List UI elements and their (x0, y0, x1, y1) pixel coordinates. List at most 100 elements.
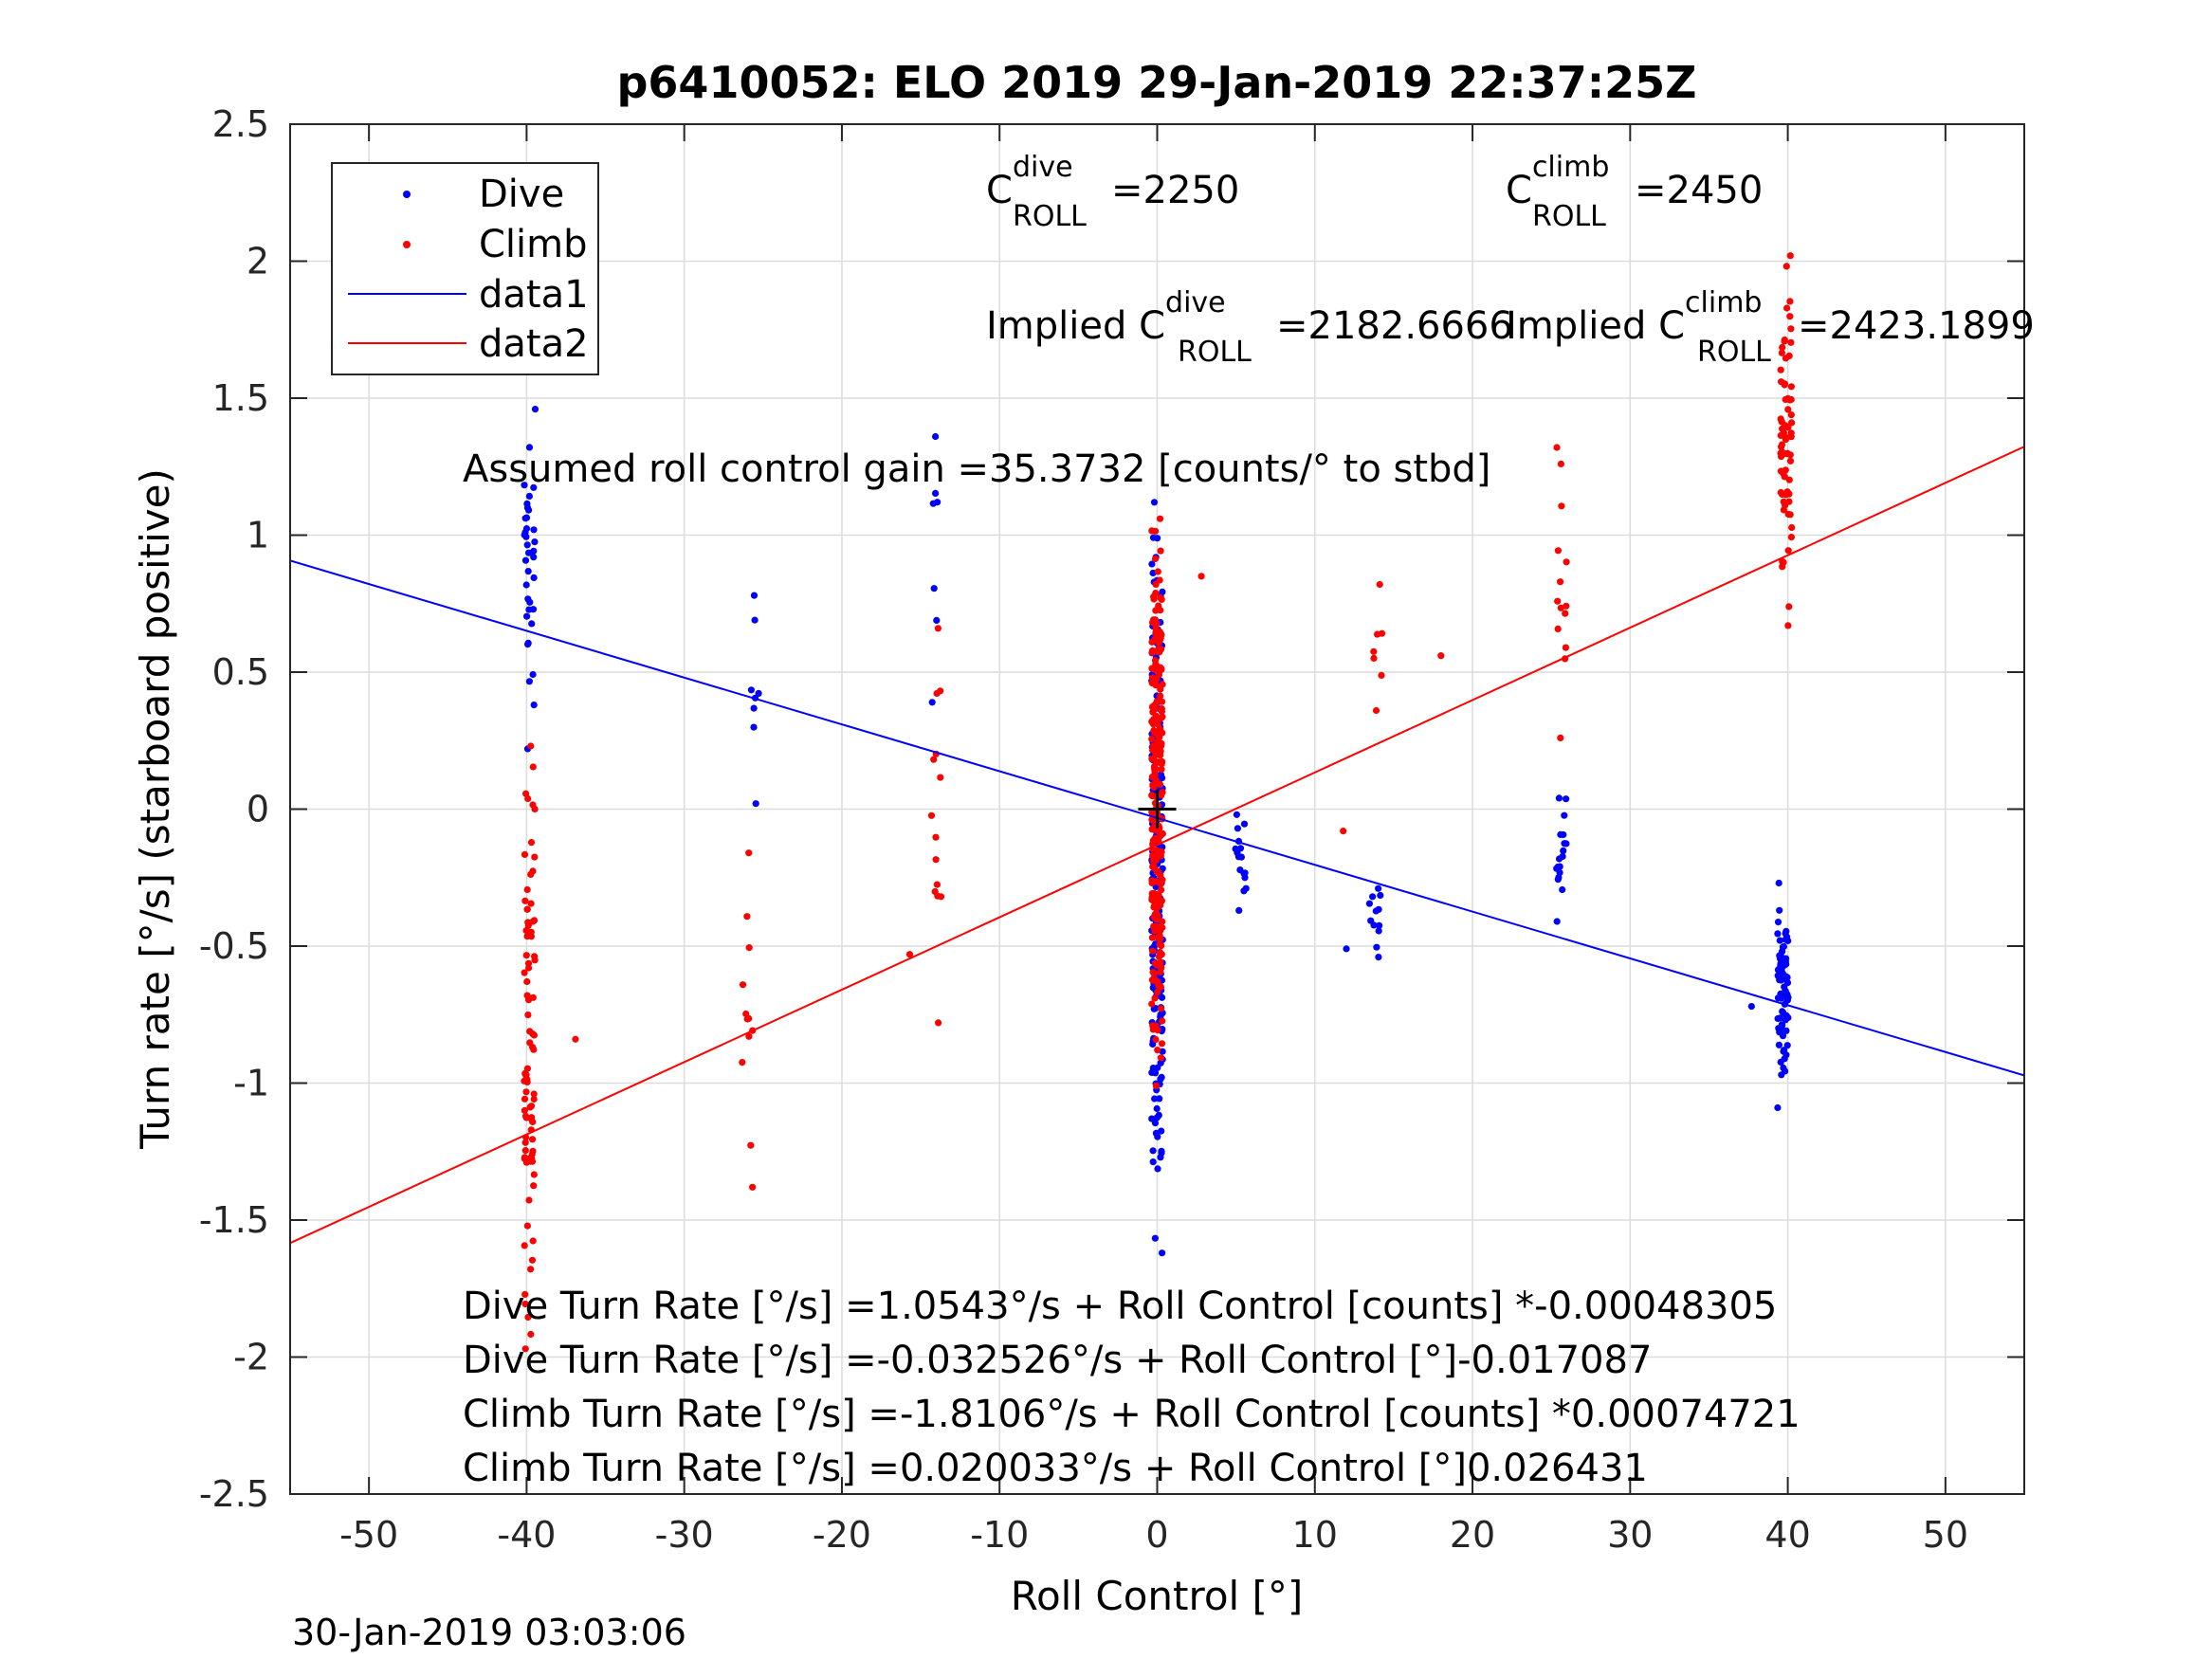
dive-point (1555, 794, 1563, 802)
dive-counts-equation: Dive Turn Rate [°/s] =1.0543°/s + Roll C… (463, 1285, 1777, 1328)
climb-point (1787, 338, 1795, 346)
dive-point (525, 492, 534, 501)
c-dive-base: C (986, 169, 1013, 212)
y-tick-label: -1 (233, 1063, 269, 1104)
dive-point (1373, 943, 1380, 951)
climb-point (1158, 766, 1165, 774)
climb-point (1158, 964, 1165, 972)
climb-point (933, 881, 941, 888)
climb-point (1154, 900, 1161, 908)
climb-point (1557, 604, 1564, 611)
dive-point (1151, 1069, 1160, 1077)
y-tick-label: 1.5 (212, 377, 269, 419)
implied-dive-value: =2182.6666 (1276, 304, 1513, 348)
x-tick-label: 30 (1607, 1514, 1653, 1556)
climb-point (1155, 733, 1162, 740)
climb-point (1152, 527, 1160, 535)
dive-point (930, 585, 938, 592)
climb-point (1152, 909, 1161, 917)
implied-dive-sup: dive (1165, 286, 1226, 319)
annotations: Cdive ROLL =2250 Cclimb ROLL =2450 Implied C… (463, 151, 2035, 1490)
implied-climb-sub: ROLL (1697, 336, 1771, 369)
climb-point (521, 1154, 529, 1161)
climb-point (1158, 714, 1165, 721)
climb-point (1782, 355, 1790, 362)
implied-dive-prefix: Implied C (986, 304, 1165, 348)
climb-point (934, 892, 941, 900)
climb-point (523, 1078, 531, 1085)
climb-point (1787, 429, 1795, 437)
dive-point (522, 514, 531, 521)
dive-point (1375, 884, 1382, 892)
dive-point (1776, 906, 1783, 914)
dive-point (1149, 1147, 1157, 1155)
climb-point (745, 849, 753, 857)
climb-counts-equation: Climb Turn Rate [°/s] =-1.8106°/s + Roll… (463, 1393, 1801, 1436)
dive-point (1774, 919, 1782, 926)
climb-point (530, 1171, 538, 1178)
climb-point (1150, 783, 1158, 792)
dive-point (1375, 927, 1382, 935)
climb-point (1786, 252, 1794, 260)
climb-point (1151, 555, 1160, 563)
dive-point (1153, 1104, 1161, 1113)
dive-point (1151, 1095, 1159, 1103)
climb-point (1152, 624, 1160, 631)
climb-point (1156, 629, 1163, 637)
climb-point (521, 1139, 529, 1146)
dive-point (531, 406, 539, 413)
climb-point (1158, 698, 1166, 705)
c-climb-value: =2450 (1635, 169, 1763, 212)
climb-point (1151, 836, 1159, 844)
dive-point (1781, 1055, 1788, 1063)
climb-point (1149, 742, 1157, 750)
dive-point (1774, 930, 1782, 938)
climb-point (1154, 989, 1161, 996)
dive-point (1377, 891, 1384, 900)
climb-point (1159, 918, 1166, 925)
dive-point (752, 800, 759, 808)
climb-point (1155, 848, 1162, 856)
dive-point (1781, 983, 1788, 991)
climb-point (930, 756, 938, 763)
climb-point (1151, 678, 1159, 685)
climb-point (1157, 547, 1164, 555)
climb-point (521, 1345, 529, 1353)
x-tick-labels: -50 -40 -30 -20 -10 0 10 20 30 40 50 (339, 1514, 1968, 1556)
climb-point (521, 1290, 529, 1298)
dive-point (1780, 942, 1787, 951)
climb-point (1779, 557, 1786, 565)
climb-point (526, 1103, 534, 1111)
climb-point (1782, 263, 1790, 270)
climb-point (1151, 994, 1159, 1002)
climb-point (1155, 639, 1162, 647)
climb-point (527, 900, 535, 907)
climb-point (1148, 896, 1156, 903)
dive-point (523, 612, 531, 620)
climb-point (1554, 625, 1562, 633)
dive-point (1553, 865, 1561, 872)
x-tick-label: -30 (655, 1514, 714, 1556)
dive-point (530, 526, 538, 534)
dive-point (1159, 1249, 1166, 1257)
dive-point (1780, 1009, 1787, 1017)
climb-point (1374, 630, 1381, 638)
climb-point (521, 1095, 529, 1103)
dive-point (523, 500, 531, 508)
climb-point (1149, 619, 1157, 627)
dive-point (750, 723, 758, 731)
dive-point (1782, 927, 1790, 936)
climb-point (523, 1222, 532, 1230)
climb-point (527, 839, 536, 847)
dive-point (1343, 945, 1350, 953)
climb-point (529, 763, 537, 771)
climb-point (1150, 922, 1158, 930)
climb-point (1376, 580, 1383, 589)
climb-point (525, 1196, 533, 1204)
dive-point (1776, 937, 1783, 944)
dive-point (525, 606, 533, 613)
y-tick-label: 1 (247, 515, 269, 556)
climb-point (1558, 502, 1565, 510)
climb-point (1563, 558, 1570, 566)
implied-dive-sub: ROLL (1178, 336, 1252, 369)
